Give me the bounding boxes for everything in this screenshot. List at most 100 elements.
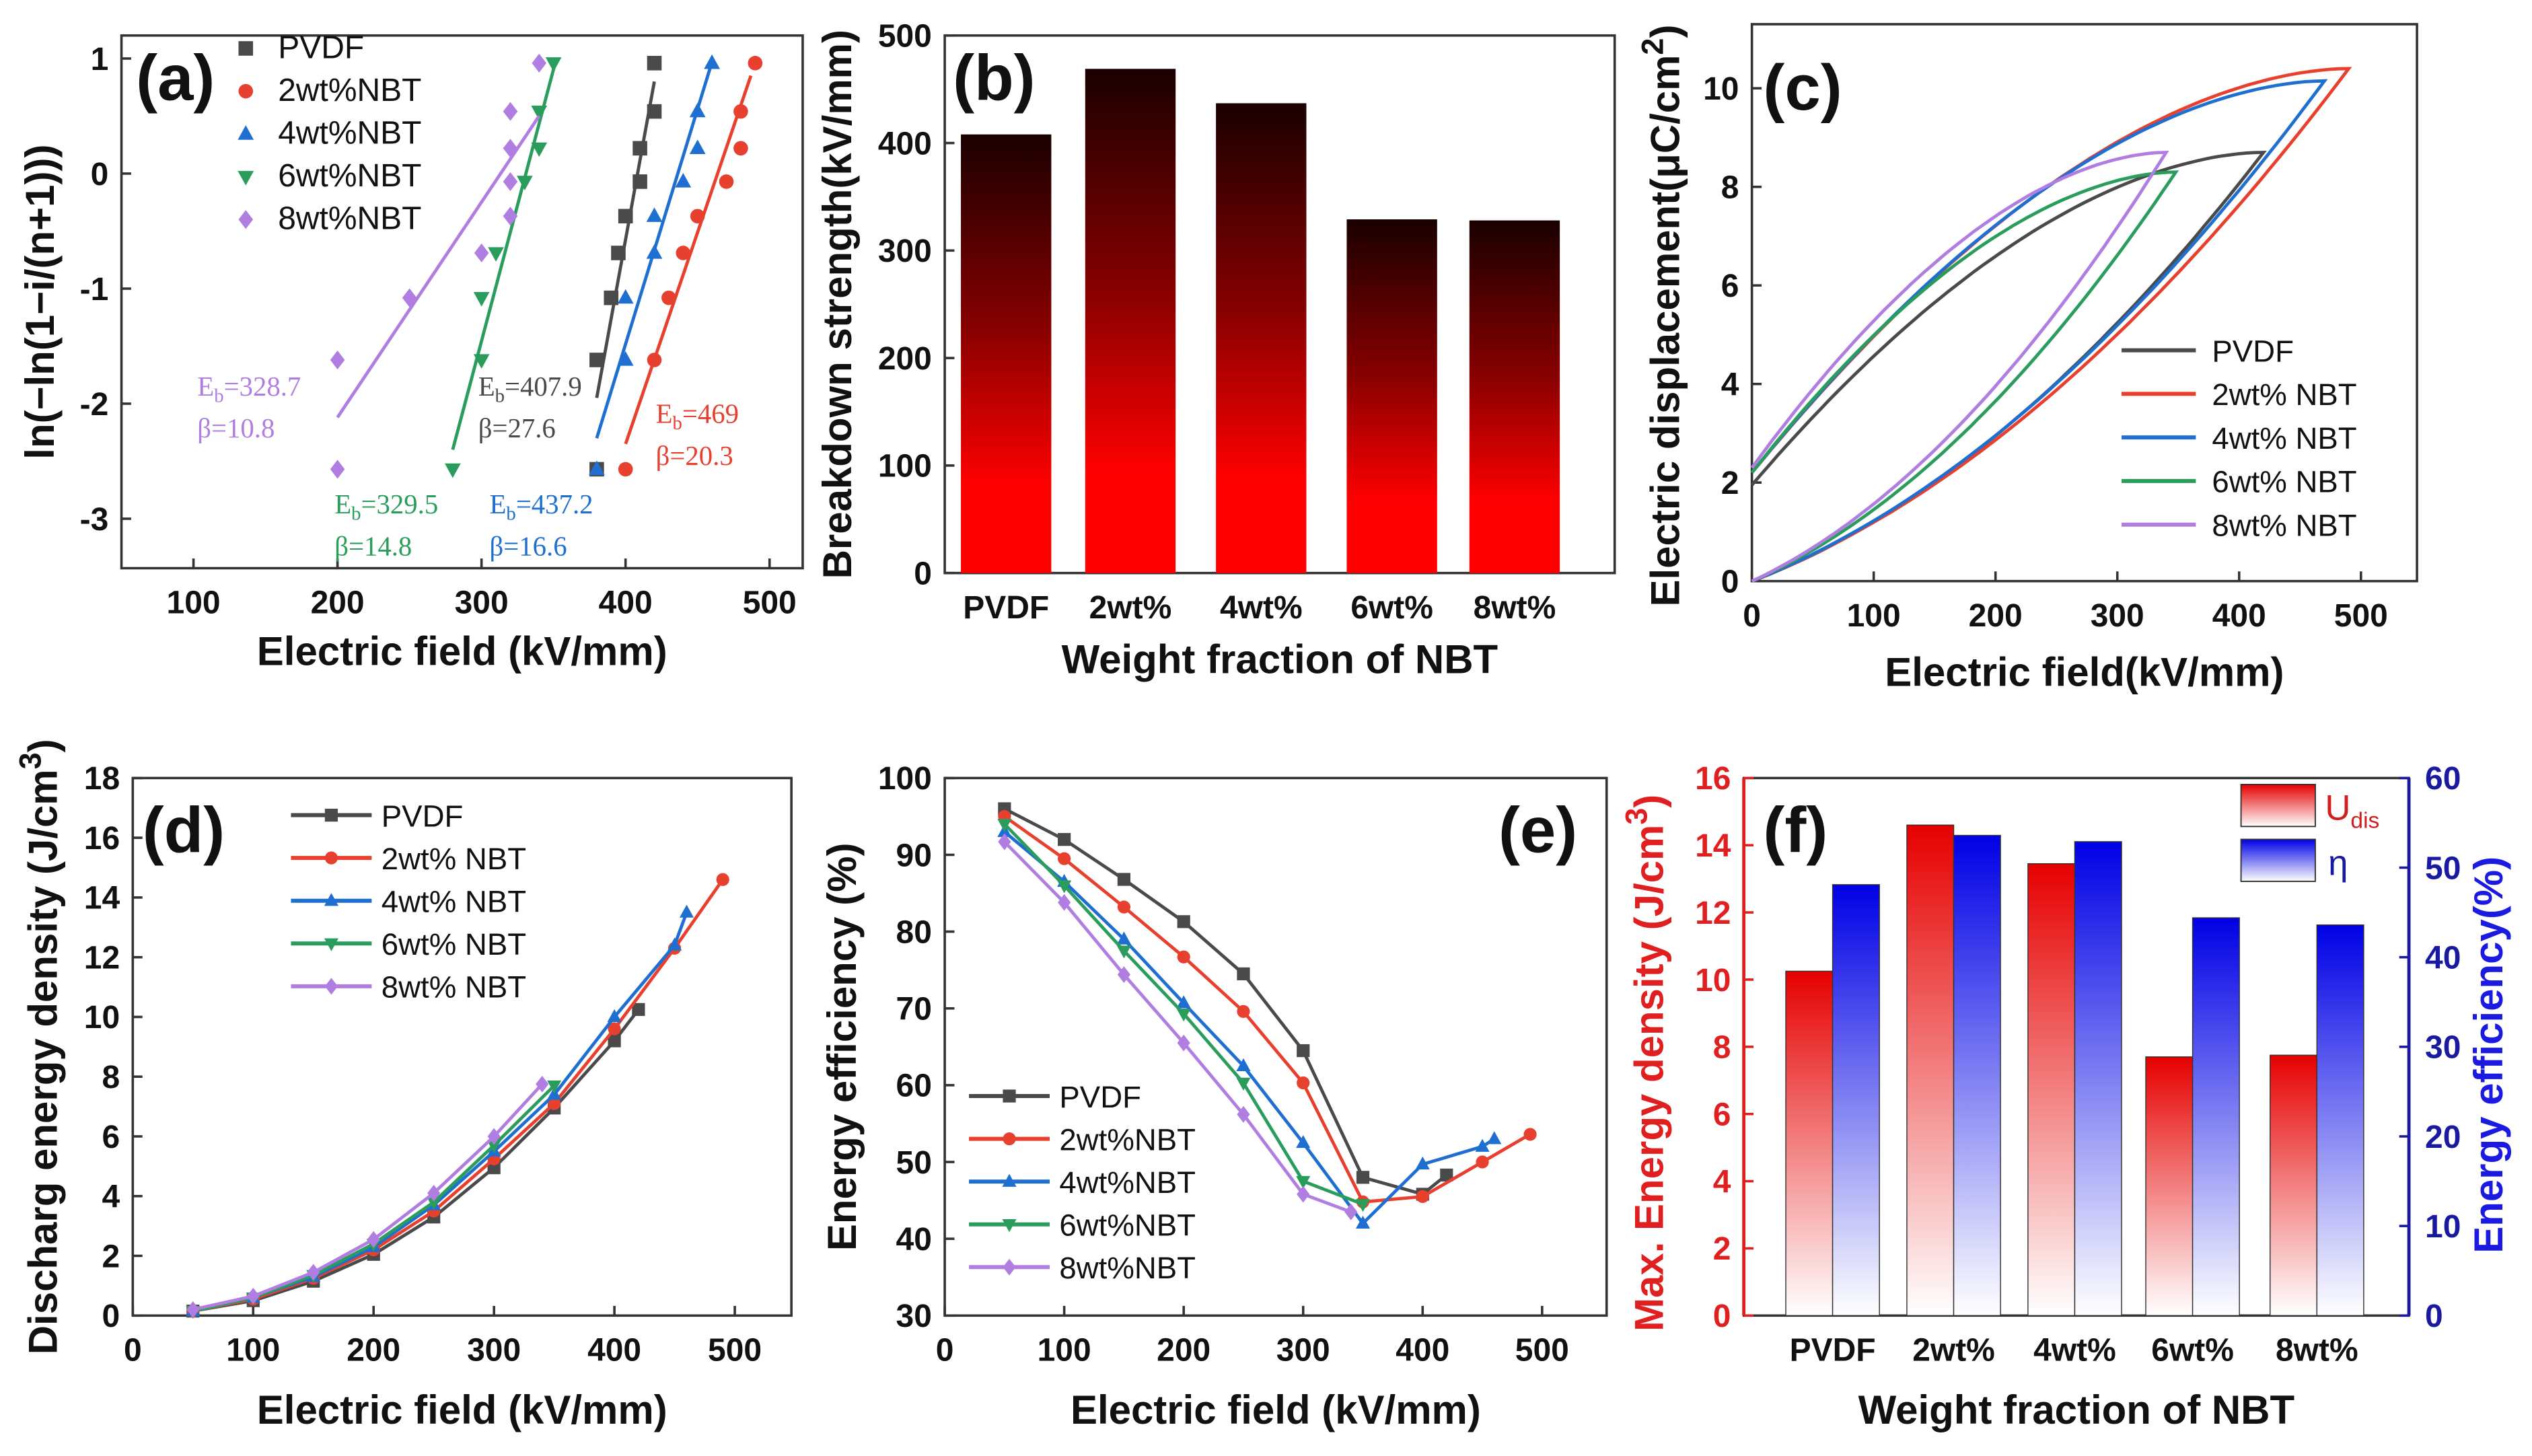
eb-value: =437.2: [516, 489, 593, 519]
bar-eta-2wt%: [1953, 834, 2001, 1316]
y-tick-label: -3: [80, 502, 109, 538]
y-tick-label: 2: [1721, 466, 1739, 501]
y-axis-title: Max. Energy density (J/cm3): [1620, 795, 1672, 1332]
right-y-axis-title: Energy efficiency(%): [2466, 857, 2511, 1253]
eb-annotation: Eb=329.5: [334, 489, 438, 525]
x-category-label: 4wt%: [1220, 590, 1303, 626]
data-point: [1176, 1009, 1191, 1022]
y-tick-label: 60: [2425, 761, 2461, 797]
eb-symbol: E: [490, 489, 507, 519]
data-point: [1237, 1005, 1250, 1018]
legend-swatch-udis: [2240, 784, 2316, 828]
legend-marker: [238, 41, 254, 56]
data-point: [1296, 1134, 1311, 1149]
x-tick-label: 400: [599, 585, 653, 621]
data-point: [1176, 995, 1191, 1009]
x-tick-label: 300: [467, 1332, 521, 1368]
data-point: [748, 56, 763, 71]
y-tick-label: -1: [80, 272, 109, 307]
data-point: [1117, 873, 1131, 886]
data-point: [632, 141, 647, 156]
data-point: [487, 1161, 501, 1175]
legend-label: 6wt% NBT: [382, 927, 526, 961]
panel-label: (b): [953, 42, 1036, 114]
y-tick-label: 90: [896, 838, 932, 873]
data-point: [632, 174, 647, 189]
x-tick-label: 300: [1276, 1332, 1330, 1368]
y-axis-title-superscript: 2: [1636, 38, 1670, 55]
data-point: [307, 1264, 320, 1281]
data-point: [516, 176, 533, 190]
y-tick-label: 6: [102, 1120, 120, 1155]
bar-udis-2wt%: [1906, 824, 1955, 1316]
data-point: [632, 1003, 645, 1016]
y-tick-label: 0: [1721, 564, 1739, 599]
data-point: [367, 1231, 380, 1248]
data-point: [676, 246, 691, 260]
x-tick-label: 0: [124, 1332, 142, 1368]
y-tick-label: 50: [896, 1145, 932, 1181]
legend-marker: [238, 171, 254, 186]
data-point: [1297, 1044, 1310, 1058]
x-category-label: 2wt%: [1089, 590, 1172, 626]
x-axis-title: Electric field (kV/mm): [257, 628, 667, 674]
legend-marker: [1003, 1089, 1016, 1103]
legend-label: 8wt%NBT: [278, 201, 421, 237]
data-point: [473, 354, 490, 369]
series-4: [186, 1075, 549, 1318]
data-point: [330, 460, 345, 479]
y-tick-label: 16: [84, 821, 120, 857]
loop-3: [1750, 170, 2179, 583]
eb-subscript: b: [673, 412, 682, 434]
panel-c: 0 100 200 300 400 500 0 2 4 6 8 10 (c) Electric field…: [1636, 23, 2418, 695]
y-tick-label: 40: [2425, 940, 2461, 976]
x-tick-label: 200: [1157, 1332, 1210, 1368]
legend-marker: [1003, 1132, 1016, 1146]
y-tick-label: 1: [91, 42, 109, 77]
y-tick-label: 4: [1721, 367, 1739, 402]
legend-label: PVDF: [382, 799, 464, 833]
data-point: [617, 351, 634, 366]
data-point: [330, 350, 345, 370]
x-tick-label: 500: [708, 1332, 762, 1368]
y-axis-title-text: ln(−ln(1−i/(n+1))): [17, 145, 63, 460]
y-axis-title: Energy efficiency (%): [820, 843, 865, 1251]
loop-4: [1750, 150, 2169, 583]
eb-symbol: E: [334, 489, 351, 519]
y-axis-title-suffix: ): [1627, 795, 1672, 808]
data-point: [1355, 1199, 1371, 1212]
plot-frame: [943, 776, 1608, 1317]
x-tick-label: 100: [1038, 1332, 1091, 1368]
y-tick-label: 40: [896, 1222, 932, 1258]
y-tick-label: 0: [91, 157, 109, 192]
x-category-label: 6wt%: [1350, 590, 1433, 626]
fit-line: [451, 58, 558, 451]
plot-frame: [1750, 23, 2418, 583]
y-tick-label: 8: [1721, 170, 1739, 205]
panel-d: 0 100 200 300 400 500 0 2 4 6 8 10 12 14 16 18 (d) Electr…: [13, 739, 793, 1432]
bar-udis-4wt%: [2027, 863, 2076, 1316]
data-point: [716, 873, 729, 886]
data-point: [1297, 1076, 1310, 1090]
data-point: [1177, 950, 1190, 963]
x-tick-label: 300: [455, 585, 509, 621]
legend-udis-subscript: dis: [2350, 809, 2379, 834]
data-point: [486, 1140, 501, 1153]
y-tick-label: 14: [1695, 828, 1731, 864]
data-point: [503, 139, 518, 158]
panel-label: (a): [136, 42, 215, 114]
y-tick-label: 8: [102, 1060, 120, 1095]
x-tick-label: 0: [1743, 598, 1761, 634]
data-point: [618, 209, 633, 224]
legend-marker: [324, 851, 338, 865]
data-point: [667, 937, 682, 951]
x-axis-title: Weight fraction of NBT: [1858, 1387, 2295, 1432]
y-tick-label: 400: [878, 126, 932, 161]
y-tick-label: 30: [896, 1299, 932, 1334]
y-tick-label: 200: [878, 341, 932, 377]
beta-annotation: β=16.6: [490, 531, 567, 561]
bar-PVDF: [961, 134, 1052, 573]
x-category-label: 4wt%: [2033, 1332, 2116, 1368]
legend-label: 8wt% NBT: [2212, 509, 2356, 543]
